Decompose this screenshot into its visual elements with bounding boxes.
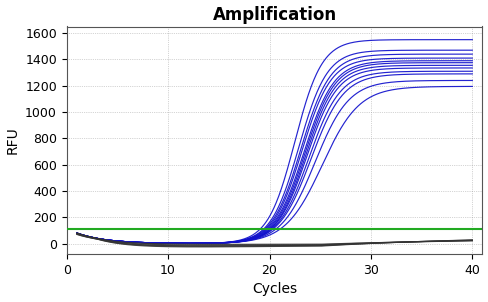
Title: Amplification: Amplification	[212, 5, 337, 24]
X-axis label: Cycles: Cycles	[252, 282, 297, 297]
Y-axis label: RFU: RFU	[5, 127, 20, 154]
